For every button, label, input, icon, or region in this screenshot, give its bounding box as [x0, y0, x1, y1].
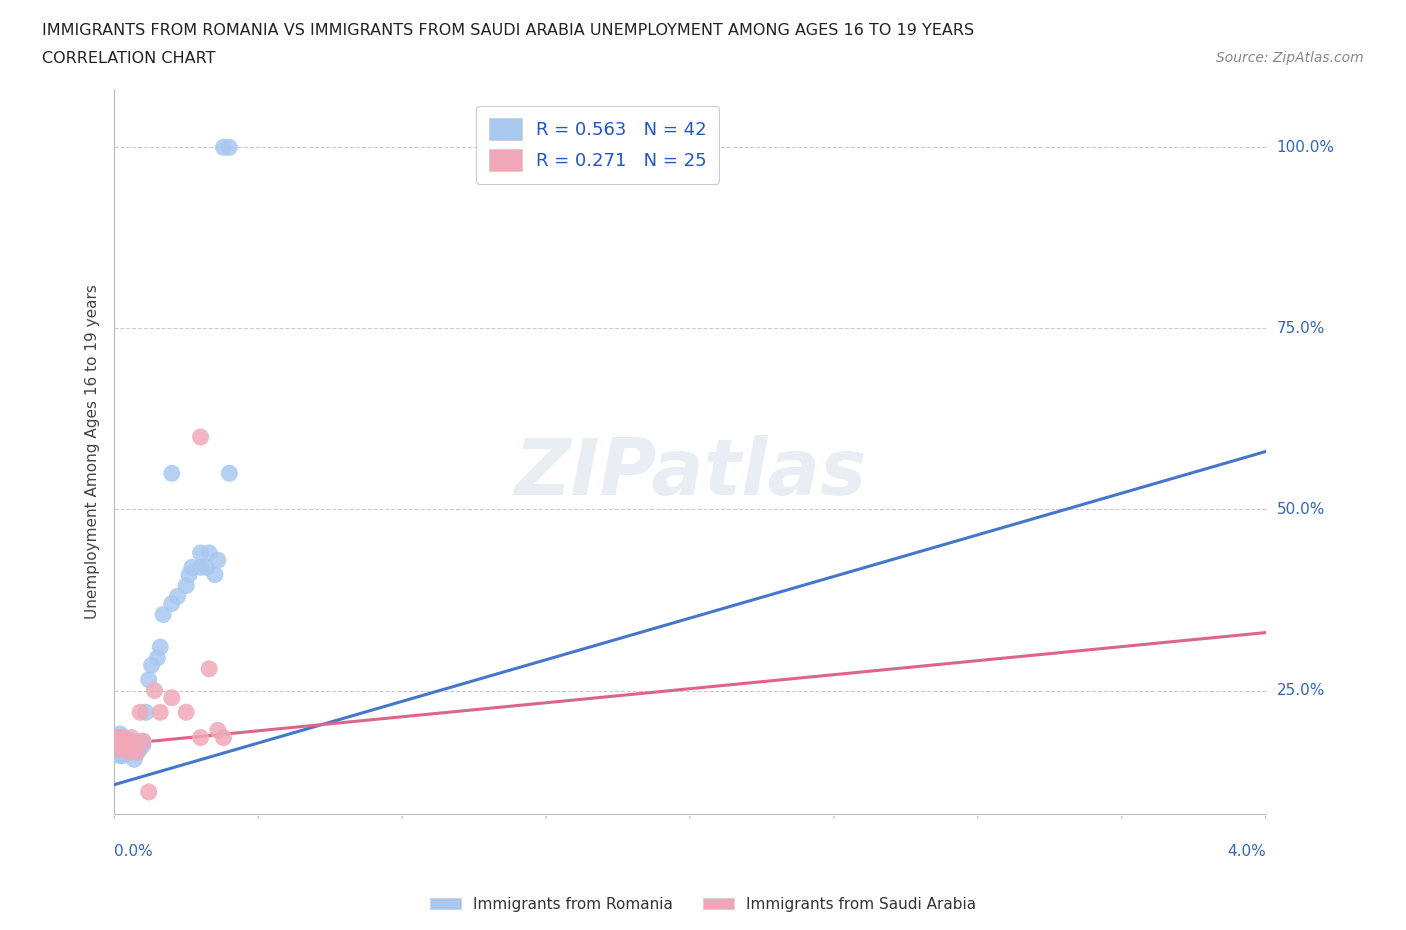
- Point: [114, 734, 136, 749]
- Point: [141, 658, 163, 672]
- Point: [117, 745, 139, 760]
- Point: [218, 466, 240, 481]
- Text: 0.0%: 0.0%: [114, 844, 153, 859]
- Point: [218, 140, 240, 154]
- Point: [207, 723, 229, 737]
- Point: [129, 741, 152, 756]
- Point: [105, 741, 128, 756]
- Point: [174, 578, 197, 593]
- Point: [132, 734, 155, 749]
- Text: CORRELATION CHART: CORRELATION CHART: [42, 51, 215, 66]
- Point: [124, 737, 146, 752]
- Text: IMMIGRANTS FROM ROMANIA VS IMMIGRANTS FROM SAUDI ARABIA UNEMPLOYMENT AMONG AGES : IMMIGRANTS FROM ROMANIA VS IMMIGRANTS FR…: [42, 23, 974, 38]
- Point: [160, 596, 183, 611]
- Point: [190, 546, 212, 561]
- Point: [111, 749, 134, 764]
- Point: [212, 730, 235, 745]
- Point: [180, 560, 202, 575]
- Point: [120, 730, 142, 745]
- Point: [114, 745, 136, 760]
- Point: [127, 745, 149, 760]
- Point: [138, 785, 160, 800]
- Text: 50.0%: 50.0%: [1277, 502, 1324, 517]
- Text: 4.0%: 4.0%: [1227, 844, 1265, 859]
- Point: [108, 741, 131, 756]
- Point: [111, 730, 134, 745]
- Point: [111, 741, 134, 756]
- Point: [149, 640, 172, 655]
- Point: [212, 140, 235, 154]
- Point: [124, 751, 146, 766]
- Point: [120, 734, 142, 749]
- Point: [129, 705, 152, 720]
- Point: [111, 737, 134, 752]
- Point: [146, 650, 169, 665]
- Point: [117, 745, 139, 760]
- Point: [177, 567, 200, 582]
- Point: [108, 726, 131, 741]
- Point: [160, 466, 183, 481]
- Point: [138, 672, 160, 687]
- Point: [132, 737, 155, 752]
- Point: [204, 567, 226, 582]
- Point: [152, 607, 174, 622]
- Text: Source: ZipAtlas.com: Source: ZipAtlas.com: [1216, 51, 1364, 65]
- Point: [143, 683, 166, 698]
- Point: [190, 730, 212, 745]
- Point: [105, 730, 128, 745]
- Point: [111, 730, 134, 745]
- Legend: Immigrants from Romania, Immigrants from Saudi Arabia: Immigrants from Romania, Immigrants from…: [423, 891, 983, 918]
- Point: [108, 749, 131, 764]
- Point: [108, 730, 131, 745]
- Point: [120, 737, 142, 752]
- Point: [190, 560, 212, 575]
- Point: [207, 552, 229, 567]
- Point: [174, 705, 197, 720]
- Point: [132, 734, 155, 749]
- Point: [114, 737, 136, 752]
- Point: [105, 737, 128, 752]
- Text: 25.0%: 25.0%: [1277, 683, 1324, 698]
- Point: [166, 589, 188, 604]
- Y-axis label: Unemployment Among Ages 16 to 19 years: Unemployment Among Ages 16 to 19 years: [86, 284, 100, 619]
- Text: 100.0%: 100.0%: [1277, 140, 1334, 154]
- Point: [114, 737, 136, 752]
- Point: [124, 737, 146, 752]
- Point: [198, 661, 221, 676]
- Text: 75.0%: 75.0%: [1277, 321, 1324, 336]
- Point: [105, 730, 128, 745]
- Point: [127, 745, 149, 760]
- Point: [135, 705, 157, 720]
- Point: [190, 430, 212, 445]
- Point: [108, 737, 131, 752]
- Point: [117, 734, 139, 749]
- Text: ZIPatlas: ZIPatlas: [513, 435, 866, 512]
- Point: [120, 737, 142, 752]
- Legend: R = 0.563   N = 42, R = 0.271   N = 25: R = 0.563 N = 42, R = 0.271 N = 25: [477, 106, 720, 184]
- Point: [108, 730, 131, 745]
- Point: [149, 705, 172, 720]
- Point: [195, 560, 218, 575]
- Point: [198, 546, 221, 561]
- Point: [160, 690, 183, 705]
